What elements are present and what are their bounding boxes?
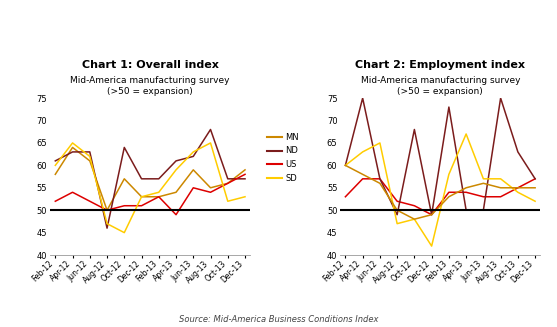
Text: Mid-America manufacturing survey: Mid-America manufacturing survey xyxy=(70,76,230,85)
Text: Source: Mid-America Business Conditions Index: Source: Mid-America Business Conditions … xyxy=(179,315,378,324)
Legend: MN, ND, US, SD: MN, ND, US, SD xyxy=(263,129,302,186)
Text: (>50 = expansion): (>50 = expansion) xyxy=(397,87,483,96)
Text: Chart 2: Employment index: Chart 2: Employment index xyxy=(355,60,525,70)
Text: Chart 1: Overall index: Chart 1: Overall index xyxy=(82,60,218,70)
Text: (>50 = expansion): (>50 = expansion) xyxy=(108,87,193,96)
Text: Mid-America manufacturing survey: Mid-America manufacturing survey xyxy=(360,76,520,85)
